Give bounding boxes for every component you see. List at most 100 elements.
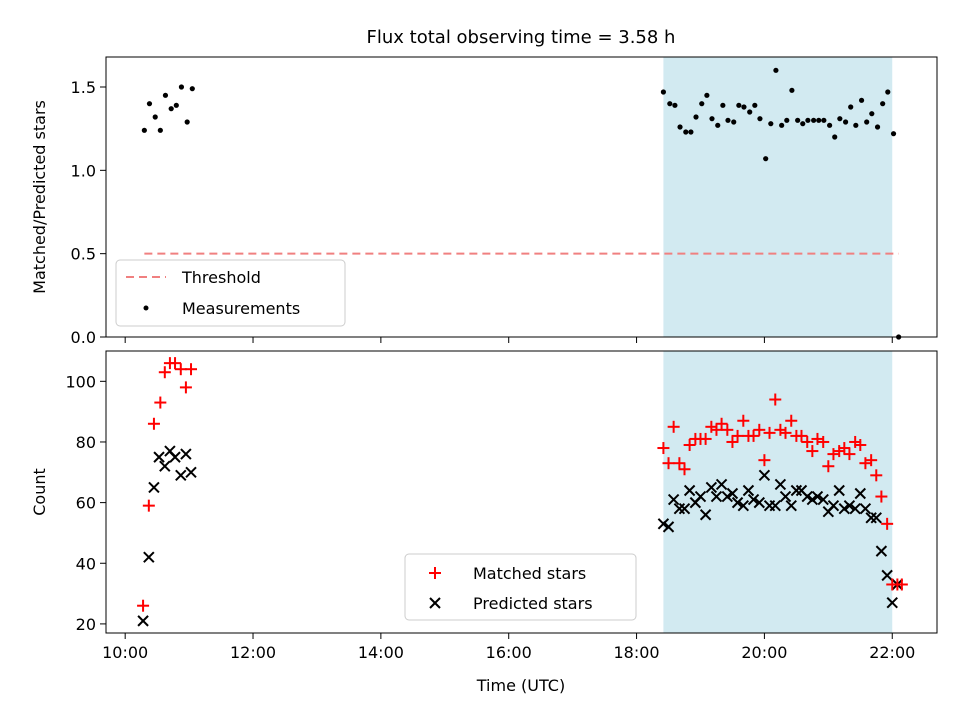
predicted-star-point (715, 478, 728, 491)
matched-star-point (715, 417, 728, 430)
x-tick-label: 22:00 (869, 643, 915, 662)
predicted-star-point (175, 469, 187, 482)
ratio-x-ticks (124, 337, 893, 343)
predicted-star-points (137, 445, 904, 627)
measurement-point (805, 117, 811, 123)
measurement-point (848, 104, 854, 110)
predicted-star-point (148, 481, 160, 494)
measurement-point (146, 101, 153, 107)
observing-window-shade (663, 351, 893, 633)
matched-star-point (870, 469, 883, 482)
matched-star-point (662, 457, 675, 470)
matched-star-point (865, 454, 878, 467)
measurement-point (688, 129, 694, 135)
x-axis-label: Time (UTC) (476, 676, 565, 695)
predicted-star-point (721, 490, 734, 503)
measurement-point (827, 122, 833, 128)
predicted-star-point (694, 490, 707, 503)
predicted-star-point (865, 512, 877, 524)
legend-threshold-label: Threshold (181, 268, 261, 287)
matched-star-point (881, 517, 894, 530)
measurement-point (731, 119, 737, 125)
chart-title: Flux total observing time = 3.58 h (367, 27, 676, 48)
measurement-point (736, 102, 742, 108)
predicted-star-point (657, 518, 670, 530)
predicted-star-point (769, 499, 781, 512)
measurement-point (709, 116, 715, 122)
predicted-star-point (886, 596, 898, 609)
predicted-star-point (801, 490, 813, 503)
count-legend: Matched stars Predicted stars (404, 553, 637, 621)
predicted-star-point (710, 490, 723, 503)
predicted-star-point (726, 487, 739, 500)
matched-star-point (854, 439, 867, 451)
predicted-star-point (806, 493, 819, 506)
matched-star-point (169, 357, 182, 370)
count-axes-frame (105, 350, 938, 634)
measurement-point (693, 114, 699, 120)
measurement-point (704, 92, 710, 98)
matched-star-point (737, 414, 750, 427)
matched-star-point (699, 432, 712, 445)
measurement-point (885, 89, 891, 95)
measurement-point (779, 122, 785, 128)
matched-star-point (721, 423, 734, 436)
y-tick-label: 40 (76, 554, 96, 573)
y-tick-label: 60 (76, 494, 96, 513)
measurement-point (773, 67, 779, 73)
measurement-point (157, 127, 163, 133)
predicted-star-point (731, 496, 744, 509)
predicted-star-point (673, 502, 686, 515)
matched-star-point (806, 445, 819, 458)
measurement-point (869, 111, 875, 117)
matched-star-point (154, 396, 167, 409)
matched-star-point (726, 435, 739, 448)
ratio-y-axis-label: Matched/Predicted stars (30, 100, 49, 294)
measurement-point (189, 86, 195, 92)
matched-star-point (657, 442, 670, 455)
predicted-star-point (180, 448, 192, 460)
measurement-point (677, 124, 683, 130)
matched-star-point (731, 429, 744, 442)
measurement-point (660, 89, 667, 95)
measurement-point (178, 84, 185, 90)
matched-star-point (785, 414, 798, 427)
predicted-star-point (779, 490, 792, 503)
matched-star-point (769, 393, 782, 406)
measurement-point (800, 121, 806, 127)
matched-star-point (142, 499, 155, 512)
measurement-point (821, 117, 827, 123)
measurement-point (874, 124, 881, 130)
measurement-point (832, 134, 838, 140)
predicted-star-point (774, 478, 787, 491)
predicted-star-point (811, 490, 824, 503)
matched-star-point (753, 423, 766, 436)
legend-measurements-label: Measurements (182, 299, 300, 318)
matched-star-point (843, 448, 856, 461)
observing-window-shade (663, 57, 893, 337)
measurement-point (763, 156, 769, 162)
predicted-star-point (833, 484, 845, 497)
matched-star-point (678, 463, 691, 476)
legend-predicted-swatch (429, 597, 441, 609)
measurement-point (720, 102, 726, 108)
predicted-star-point (790, 484, 803, 497)
matched-star-point (174, 363, 187, 376)
predicted-star-point (747, 493, 760, 506)
y-tick-label: 0.5 (71, 245, 96, 264)
x-tick-label: 14:00 (358, 643, 404, 662)
matched-star-point (710, 423, 723, 436)
matched-star-point (137, 599, 150, 612)
count-panel: 20 40 60 80 100 10:00 12:00 14:00 16:00 18:00 20:… (30, 350, 938, 695)
measurement-point (168, 106, 174, 112)
matched-star-point (147, 417, 160, 430)
measurement-point (141, 127, 147, 133)
ratio-panel: 0.0 0.5 1.0 1.5 Matched/Predicted stars Thr… (30, 56, 938, 347)
predicted-star-point (737, 499, 750, 512)
measurement-point (162, 92, 169, 98)
predicted-star-point (699, 509, 712, 521)
matched-star-point (158, 366, 171, 379)
predicted-star-point (827, 499, 840, 512)
matched-star-point (747, 429, 760, 442)
measurement-points (141, 67, 902, 340)
